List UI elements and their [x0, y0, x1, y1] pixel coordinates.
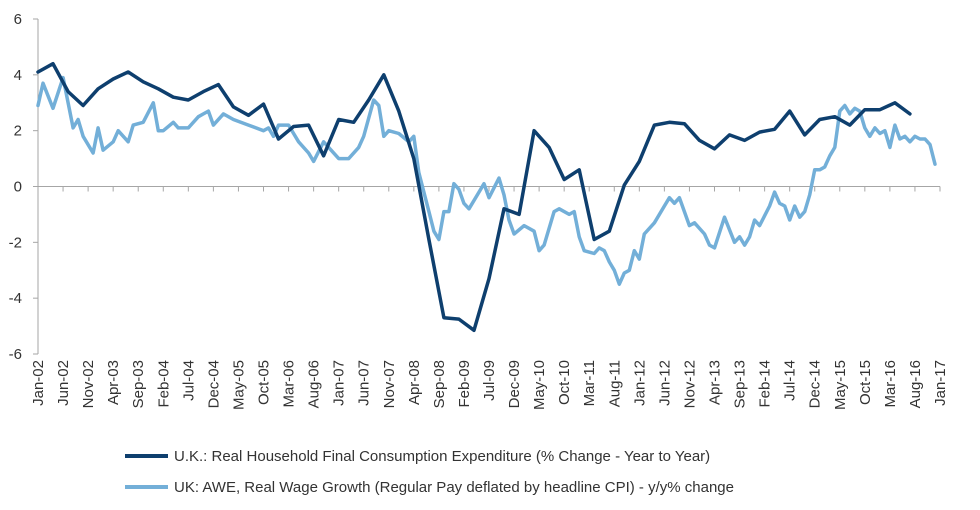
x-tick-label: Sep-13: [732, 360, 749, 408]
y-tick-label: 6: [14, 11, 22, 28]
x-tick-label: Mar-16: [882, 360, 899, 408]
x-tick-label: Sep-08: [431, 360, 448, 408]
x-tick-label: Feb-04: [155, 360, 172, 408]
x-tick-label: Dec-09: [506, 360, 523, 408]
x-tick-label: Feb-09: [456, 360, 473, 408]
legend-label-consumption: U.K.: Real Household Final Consumption E…: [174, 448, 710, 465]
x-tick-label: Jul-04: [180, 360, 197, 401]
x-tick-label: Nov-02: [80, 360, 97, 408]
x-tick-label: May-05: [230, 360, 247, 410]
x-tick-label: Mar-06: [281, 360, 298, 408]
x-tick-label: Jan-07: [331, 360, 348, 406]
x-tick-label: Feb-14: [757, 360, 774, 408]
x-tick-label: Apr-08: [406, 360, 423, 405]
x-tick-label: Dec-14: [807, 360, 824, 408]
x-tick-label: Nov-12: [681, 360, 698, 408]
x-tick-label: Mar-11: [581, 360, 598, 406]
x-tick-label: Jul-09: [481, 360, 498, 401]
x-tick-label: Oct-10: [556, 360, 573, 405]
y-tick-label: -6: [9, 346, 22, 363]
y-tick-label: 2: [14, 123, 22, 140]
x-tick-label: Jun-12: [656, 360, 673, 406]
chart-legend: U.K.: Real Household Final Consumption E…: [125, 448, 734, 496]
y-tick-labels: -6 -4 -2 0 2 4 6: [9, 11, 38, 363]
series-line-wage-growth: [36, 75, 937, 286]
x-tick-label: Jan-12: [631, 360, 648, 406]
x-tick-label: Dec-04: [205, 360, 222, 408]
x-tick-label: Aug-16: [907, 360, 924, 408]
x-tick-labels: Jan-02 Jun-02 Nov-02 Apr-03 Sep-03 Feb-04 Jul-…: [30, 186, 949, 410]
x-tick-label: Jan-17: [932, 360, 949, 406]
x-tick-label: Jan-02: [30, 360, 47, 406]
x-tick-label: May-10: [531, 360, 548, 410]
y-tick-label: 4: [14, 67, 22, 84]
x-tick-label: Nov-07: [381, 360, 398, 408]
x-tick-label: Jun-07: [356, 360, 373, 406]
y-tick-label: 0: [14, 179, 22, 196]
x-tick-label: Sep-03: [130, 360, 147, 408]
x-tick-label: Oct-15: [857, 360, 874, 405]
legend-label-wage-growth: UK: AWE, Real Wage Growth (Regular Pay d…: [174, 479, 734, 496]
x-tick-label: Aug-06: [306, 360, 323, 408]
y-tick-label: -4: [9, 290, 22, 307]
x-tick-label: Oct-05: [256, 360, 273, 405]
x-tick-label: Aug-11: [606, 360, 623, 407]
series-line-consumption: [36, 61, 912, 333]
x-tick-label: Jun-02: [55, 360, 72, 406]
x-tick-label: Apr-03: [105, 360, 122, 405]
x-tick-label: Jul-14: [782, 360, 799, 401]
x-tick-label: Apr-13: [707, 360, 724, 405]
chart-series: [36, 61, 937, 333]
y-tick-label: -2: [9, 234, 22, 251]
x-tick-label: May-15: [832, 360, 849, 410]
